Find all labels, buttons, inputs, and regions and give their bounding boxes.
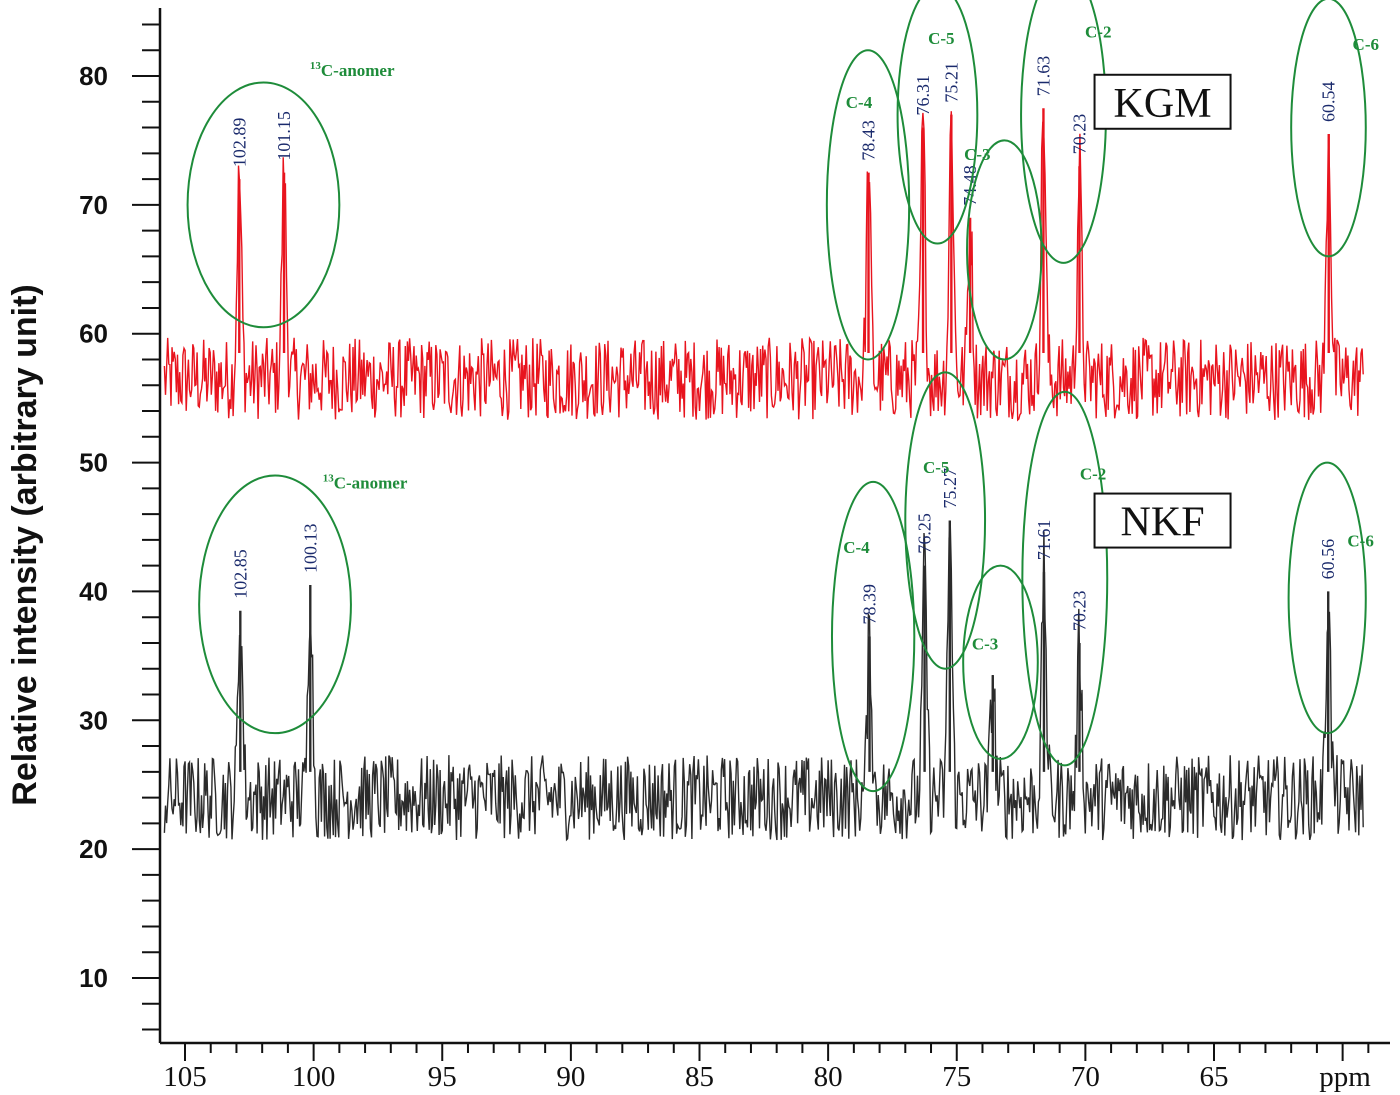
axes: 10 20 30 40 50 60 70 80 105 100 95 90 85 80 75 70 65 ppm xyxy=(79,8,1390,1093)
trace-nkf xyxy=(163,522,1364,842)
x-tick-label: 75 xyxy=(942,1061,971,1093)
y-tick-label: 60 xyxy=(79,319,108,349)
y-tick-label: 40 xyxy=(79,576,108,606)
x-tick-label: 80 xyxy=(814,1061,843,1093)
assignment-label: C-5 xyxy=(923,458,949,477)
assignment-label: C-6 xyxy=(1353,35,1379,54)
sample-label: NKF xyxy=(1121,500,1205,546)
trace-kgm xyxy=(163,111,1364,422)
peak-value-label: 71.61 xyxy=(1034,520,1054,561)
peak-value-label: 76.25 xyxy=(915,513,935,554)
x-tick-label: 85 xyxy=(685,1061,714,1093)
assignment-ellipse xyxy=(1290,0,1367,258)
peak-value-label: 102.89 xyxy=(229,118,249,168)
x-tick-label: 65 xyxy=(1200,1061,1229,1093)
peak-value-label: 70.23 xyxy=(1069,590,1089,631)
assignment-label: C-4 xyxy=(843,538,870,557)
y-tick-label: 50 xyxy=(79,448,108,478)
assignment-label: C-4 xyxy=(846,93,873,112)
assignment-ellipse xyxy=(896,0,979,245)
assignment-label: C-6 xyxy=(1347,531,1373,550)
peak-value-label: 60.54 xyxy=(1319,81,1339,122)
x-tick-label: 95 xyxy=(428,1061,457,1093)
peak-value-label: 101.15 xyxy=(274,111,294,161)
assignment-ellipse xyxy=(1287,461,1367,735)
peak-value-label: 78.39 xyxy=(860,584,880,625)
y-tick-label: 70 xyxy=(79,190,108,220)
peak-value-label: 78.43 xyxy=(859,120,879,161)
assignment-label: 13C-anomer xyxy=(310,60,395,80)
y-tick-label: 30 xyxy=(79,705,108,735)
sample-label-box xyxy=(1093,73,1232,130)
x-tick-label: 105 xyxy=(163,1061,207,1093)
x-unit-label: ppm xyxy=(1319,1061,1371,1093)
assignment-ellipse xyxy=(962,564,1039,760)
y-tick-label: 20 xyxy=(79,834,108,864)
assignment-label: C-3 xyxy=(972,634,998,653)
peak-value-label: 70.23 xyxy=(1069,114,1089,155)
assignment-label: C-3 xyxy=(964,145,990,164)
assignment-label: C-2 xyxy=(1080,464,1106,483)
assignment-ellipse xyxy=(904,371,987,670)
peak-value-label: 60.56 xyxy=(1318,539,1338,580)
assignment-ellipse xyxy=(186,81,341,329)
assignment-ellipse xyxy=(966,139,1043,361)
x-tick-label: 90 xyxy=(556,1061,585,1093)
peak-value-label: 76.31 xyxy=(913,75,933,116)
traces xyxy=(163,108,1364,842)
peak-value-label: 75.27 xyxy=(940,468,960,509)
sample-label: KGM xyxy=(1114,81,1212,127)
y-axis-label: Relative intensity (arbitrary unit) xyxy=(6,284,44,805)
peak-value-label: 100.13 xyxy=(300,523,320,573)
x-tick-label: 70 xyxy=(1071,1061,1100,1093)
assignment-ellipse xyxy=(198,474,352,735)
peak-value-label: 75.21 xyxy=(941,62,961,103)
assignment-ellipse xyxy=(830,480,916,793)
y-tick-label: 10 xyxy=(79,963,108,993)
assignment-label: C-2 xyxy=(1085,22,1111,41)
peak-value-label: 71.63 xyxy=(1033,56,1053,97)
assignment-label: C-5 xyxy=(928,29,954,48)
y-tick-label: 80 xyxy=(79,61,108,91)
assignment-ellipse xyxy=(1021,390,1109,767)
peak-value-label: 102.85 xyxy=(230,549,250,599)
x-tick-label: 100 xyxy=(292,1061,336,1093)
assignment-label: 13C-anomer xyxy=(323,472,408,492)
sample-label-box xyxy=(1093,492,1232,549)
